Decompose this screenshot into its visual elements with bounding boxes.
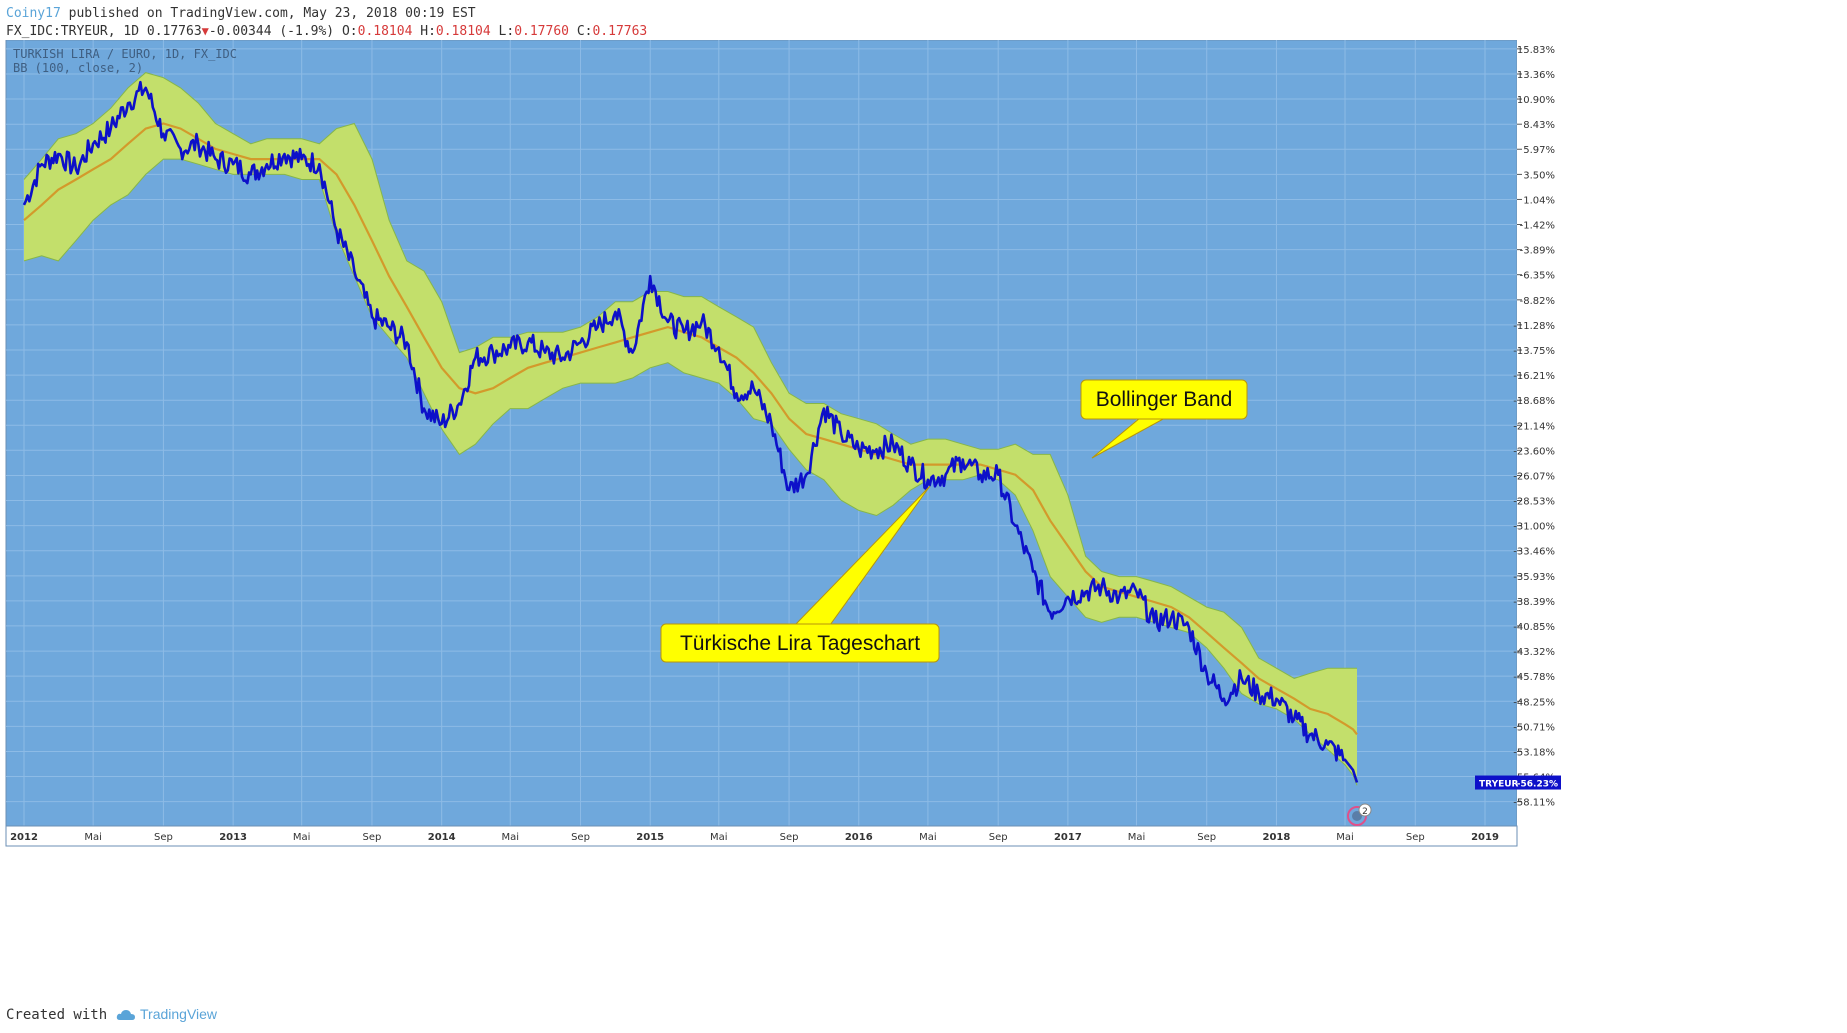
x-tick-label: Mai	[919, 832, 937, 843]
x-tick-label: 2016	[845, 832, 873, 843]
callout-label-bollinger: Bollinger Band	[1096, 388, 1233, 411]
symbol-info: FX_IDC:TRYEUR, 1D 0.17763	[6, 24, 202, 39]
y-tick-label: -23.60%	[1513, 446, 1555, 457]
y-tick-label: -58.11%	[1513, 798, 1555, 809]
event-marker-core	[1352, 811, 1362, 821]
y-tick-label: 13.36%	[1517, 70, 1555, 81]
y-tick-label: -38.39%	[1513, 597, 1555, 608]
x-axis-bg	[5, 825, 1518, 847]
tradingview-logo[interactable]: TradingView	[116, 1006, 217, 1022]
price-chart[interactable]: Bollinger Band Türkische Lira Tageschart…	[0, 40, 1847, 1000]
y-tick-label: -43.32%	[1513, 647, 1555, 658]
event-count-badge	[1358, 803, 1372, 817]
bollinger-band-area	[24, 72, 1357, 786]
y-axis[interactable]: 15.83% 13.36% 10.90% 8.43% 5.97% 3.50% 1.04% -1…	[1513, 40, 1847, 826]
y-tick-label: -40.85%	[1513, 622, 1555, 633]
y-tick-label: -6.35%	[1520, 271, 1555, 282]
x-tick-label: 2017	[1054, 832, 1082, 843]
x-tick-label: Sep	[571, 832, 590, 843]
low-label: L:	[498, 24, 515, 39]
y-tick-label: 8.43%	[1523, 120, 1555, 131]
callout-box-lira[interactable]	[660, 623, 940, 663]
footer: Created with TradingView	[0, 1000, 1847, 1033]
x-tick-label: 2013	[219, 832, 247, 843]
x-tick-label: Mai	[1336, 832, 1354, 843]
x-tick-label: Sep	[1406, 832, 1425, 843]
x-tick-label: Sep	[154, 832, 173, 843]
cloud-icon	[116, 1010, 135, 1021]
x-tick-label: Mai	[293, 832, 311, 843]
y-tick-label: 1.04%	[1523, 195, 1555, 206]
bollinger-upper-line	[23, 72, 1357, 679]
y-tick-label: -13.75%	[1513, 346, 1555, 357]
y-tick-label: -8.82%	[1520, 296, 1555, 307]
y-tick-label: -26.07%	[1513, 471, 1555, 482]
x-tick-label: 2015	[636, 832, 664, 843]
open-value: 0.18104	[357, 24, 413, 39]
chart-title: TURKISH LIRA / EURO, 1D, FX_IDC	[13, 47, 237, 61]
author-link[interactable]: Coiny17	[6, 6, 61, 21]
x-tick-label: Sep	[1197, 832, 1216, 843]
down-triangle-icon: ▼	[201, 24, 209, 38]
y-tick-label: -50.71%	[1513, 722, 1555, 733]
x-axis[interactable]: 2012 Mai Sep 2013 Mai Sep 2014 Mai Sep 2015 Mai Sep…	[5, 825, 1518, 847]
x-tick-label: 2014	[428, 832, 456, 843]
low-value: 0.17760	[514, 24, 569, 39]
y-tick-label: -31.00%	[1513, 522, 1555, 533]
y-tick-label: -1.42%	[1520, 220, 1555, 231]
x-tick-label: Sep	[363, 832, 382, 843]
x-tick-label: Mai	[1128, 832, 1146, 843]
y-tick-label: 5.97%	[1523, 145, 1555, 156]
event-marker[interactable]: 2	[1347, 803, 1372, 826]
close-value: 0.17763	[592, 24, 648, 39]
chart-legend: TURKISH LIRA / EURO, 1D, FX_IDC BB (100,…	[13, 47, 237, 75]
annotations: Bollinger Band Türkische Lira Tageschart	[660, 379, 1248, 663]
published-text: published on TradingView.com, May 23, 20…	[68, 6, 476, 21]
x-tick-label: Mai	[501, 832, 519, 843]
high-value: 0.18104	[435, 24, 491, 39]
y-axis-bg	[1517, 40, 1847, 826]
price-line	[22, 80, 1359, 783]
y-tick-label: 10.90%	[1517, 95, 1555, 106]
created-with-text: Created with	[6, 1007, 108, 1023]
tradingview-brand: TradingView	[140, 1006, 218, 1022]
last-price-value: -56.23%	[1517, 780, 1558, 790]
y-tick-label: -16.21%	[1513, 371, 1555, 382]
x-tick-label: 2018	[1263, 832, 1291, 843]
y-tick-label: -48.25%	[1513, 697, 1555, 708]
indicator-label: BB (100, close, 2)	[13, 61, 143, 75]
change-text: -0.00344 (-1.9%)	[208, 24, 335, 39]
event-count: 2	[1362, 807, 1368, 817]
x-tick-label: Mai	[84, 832, 102, 843]
x-tick-label: 2019	[1471, 832, 1499, 843]
y-tick-label: -45.78%	[1513, 672, 1555, 683]
y-tick-label: -18.68%	[1513, 396, 1555, 407]
y-tick-label: -3.89%	[1520, 246, 1555, 257]
last-price-tag: TRYEUR -56.23%	[1475, 775, 1561, 790]
y-tick-label: -28.53%	[1513, 497, 1555, 508]
x-tick-label: 2012	[10, 832, 38, 843]
bollinger-basis-line	[23, 122, 1358, 736]
symbol-ohlc-line: FX_IDC:TRYEUR, 1D 0.17763▼-0.00344 (-1.9…	[6, 24, 647, 39]
y-tick-label: 3.50%	[1523, 170, 1555, 181]
y-tick-label: -21.14%	[1513, 421, 1555, 432]
publish-line: Coiny17 published on TradingView.com, Ma…	[6, 6, 476, 21]
y-tick-label: -11.28%	[1513, 321, 1555, 332]
last-price-symbol: TRYEUR	[1479, 780, 1519, 790]
last-price-tag-bg	[1475, 775, 1561, 790]
x-tick-label: Sep	[780, 832, 799, 843]
y-tick-label: -53.18%	[1513, 747, 1555, 758]
chart-header: Coiny17 published on TradingView.com, Ma…	[0, 0, 1847, 40]
x-tick-label: Mai	[710, 832, 728, 843]
callout-box-bollinger[interactable]	[1080, 379, 1248, 420]
close-label: C:	[576, 24, 593, 39]
x-tick-label: Sep	[989, 832, 1008, 843]
y-tick-label: -33.46%	[1513, 547, 1555, 558]
open-label: O:	[341, 24, 358, 39]
high-label: H:	[420, 24, 436, 39]
y-tick-label: 15.83%	[1517, 45, 1555, 56]
y-tick-label: -35.93%	[1513, 572, 1555, 583]
callout-label-lira: Türkische Lira Tageschart	[680, 632, 920, 655]
